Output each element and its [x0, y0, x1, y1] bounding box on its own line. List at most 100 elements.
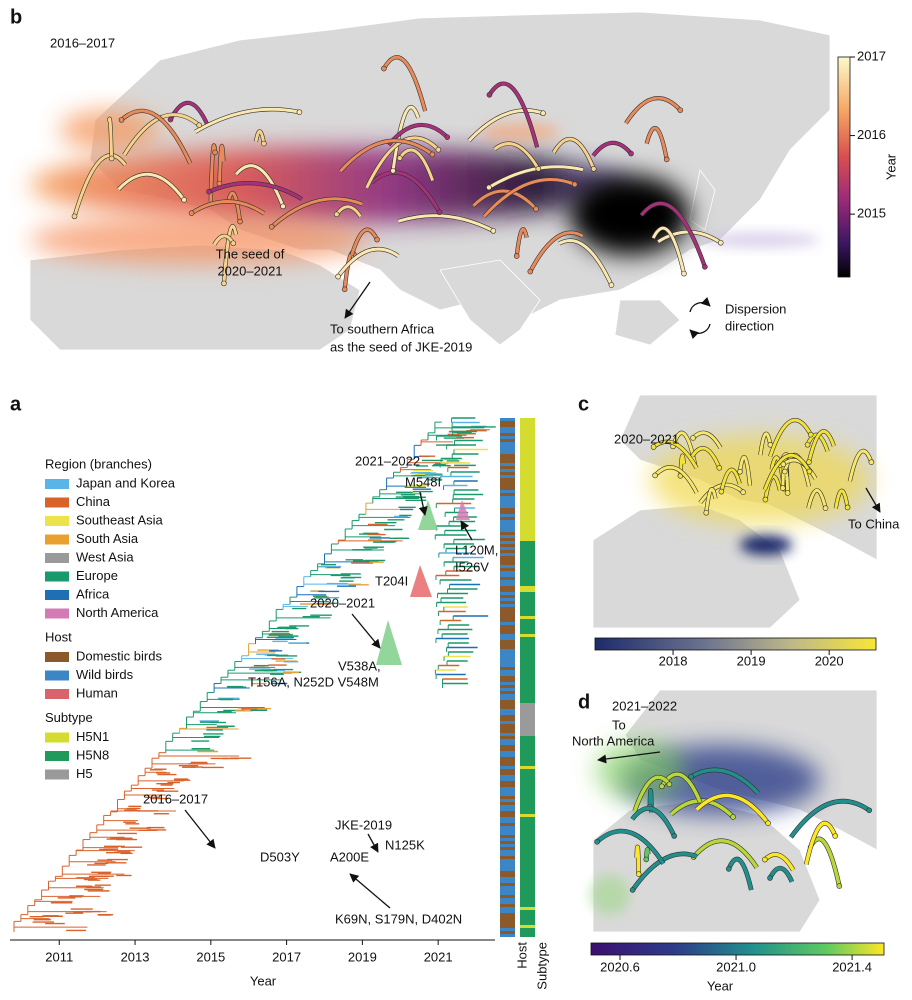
host-stripe — [500, 418, 515, 421]
diffusion-cloud — [595, 740, 685, 800]
node — [436, 209, 443, 216]
subtype-stripe — [520, 805, 535, 808]
arc — [653, 465, 699, 494]
arc — [695, 793, 770, 825]
node — [868, 459, 875, 465]
subtype-stripe — [520, 505, 535, 508]
host-stripe — [500, 712, 515, 715]
subtype-stripe — [520, 907, 535, 910]
legend-label: Europe — [76, 568, 118, 583]
arrow — [865, 487, 881, 513]
subtype-stripe — [520, 709, 535, 712]
host-stripe — [500, 541, 515, 544]
host-stripe — [500, 862, 515, 865]
x-axis-title: Year — [250, 973, 277, 988]
host-stripe — [500, 775, 515, 778]
subtype-stripe — [520, 667, 535, 670]
node — [435, 146, 442, 153]
subtype-stripe — [520, 889, 535, 892]
node — [296, 109, 303, 115]
annotation: A200E — [330, 849, 369, 864]
legend-label: West Asia — [76, 549, 134, 564]
subtype-stripe — [520, 535, 535, 538]
host-stripe — [500, 733, 515, 736]
subtype-stripe — [520, 484, 535, 487]
colorbar-axis: 2018 2019 2020 — [659, 650, 844, 668]
host-stripe — [500, 859, 515, 862]
subtype-stripe — [520, 634, 535, 637]
subtype-stripe — [520, 640, 535, 643]
host-stripe — [500, 829, 515, 832]
subtype-stripe — [520, 823, 535, 826]
host-stripe — [500, 928, 515, 931]
node — [535, 166, 542, 172]
host-stripe — [500, 451, 515, 454]
subtype-stripe — [520, 748, 535, 751]
host-stripe — [500, 820, 515, 823]
arc — [493, 142, 540, 170]
node — [717, 239, 724, 246]
column-label: Subtype — [534, 942, 549, 990]
node — [533, 206, 539, 212]
node — [767, 875, 773, 881]
clade-triangles — [376, 500, 470, 665]
legend-label: H5N8 — [76, 747, 109, 762]
annotation: L120M, — [455, 542, 498, 557]
host-stripe — [500, 481, 515, 484]
subtype-stripe — [520, 616, 535, 619]
land — [689, 169, 716, 231]
host-stripe — [500, 655, 515, 658]
host-stripe — [500, 610, 515, 613]
host-stripe — [500, 697, 515, 700]
host-stripe — [500, 454, 515, 457]
host-stripe — [500, 721, 515, 724]
host-stripe — [500, 421, 515, 424]
arc — [472, 189, 538, 210]
subtype-stripe — [520, 457, 535, 460]
subtype-stripe — [520, 847, 535, 850]
subtype-stripe — [520, 424, 535, 427]
node — [681, 270, 687, 277]
node — [666, 781, 673, 788]
legend-swatch — [45, 590, 69, 600]
subtype-stripe — [520, 844, 535, 847]
host-stripe — [500, 574, 515, 577]
host-stripe — [500, 640, 515, 643]
arc — [652, 440, 698, 469]
host-stripe — [500, 634, 515, 637]
annotation: V538A, — [338, 658, 381, 673]
host-stripe — [500, 706, 515, 709]
host-stripe — [500, 739, 515, 742]
node — [762, 856, 768, 863]
host-stripe — [500, 925, 515, 928]
subtype-stripe — [520, 436, 535, 439]
subtype-stripe — [520, 574, 535, 577]
arc — [763, 852, 795, 872]
arc — [270, 197, 363, 228]
subtype-stripe — [520, 532, 535, 535]
diffusion-cloud — [650, 435, 870, 525]
node — [806, 468, 813, 475]
host-stripe — [500, 442, 515, 445]
subtype-stripe — [520, 862, 535, 865]
node — [381, 65, 387, 72]
subtype-stripe — [520, 799, 535, 802]
host-stripe — [500, 907, 515, 910]
subtype-stripe — [520, 544, 535, 547]
tick-label: 2020 — [815, 653, 844, 668]
node — [716, 465, 723, 471]
host-stripe — [500, 613, 515, 616]
subtype-stripe — [520, 790, 535, 793]
subtype-stripe — [520, 619, 535, 622]
subtype-stripe — [520, 490, 535, 493]
diffusion-cloud — [590, 875, 630, 915]
arc — [391, 105, 420, 171]
node — [652, 472, 658, 479]
subtype-stripe — [520, 913, 535, 916]
legend-title: Host — [45, 629, 72, 644]
annotation: 2016–2017 — [143, 791, 208, 806]
subtype-stripe — [520, 520, 535, 523]
subtype-stripe — [520, 697, 535, 700]
arc — [738, 455, 752, 486]
